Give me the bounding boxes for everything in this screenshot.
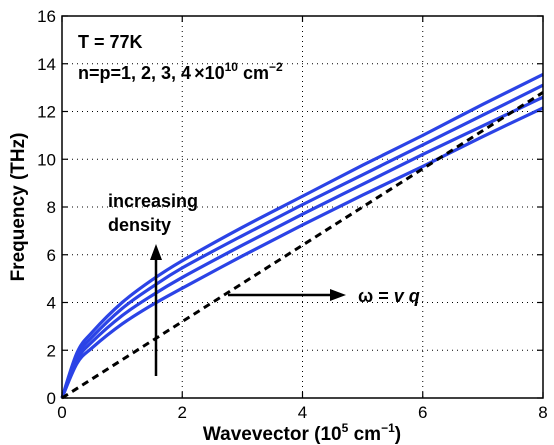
reference-line-vq bbox=[61, 91, 544, 400]
y-tick-label: 6 bbox=[47, 246, 56, 265]
y-tick-label: 2 bbox=[47, 341, 56, 360]
increasing-label: increasing bbox=[108, 191, 198, 211]
omega-label: ω = v q bbox=[358, 286, 420, 306]
y-tick-label: 16 bbox=[37, 7, 56, 26]
series-line-4 bbox=[60, 73, 544, 399]
y-tick-label: 4 bbox=[47, 294, 56, 313]
series-line-2 bbox=[60, 106, 544, 399]
series-line-3 bbox=[60, 83, 544, 399]
x-tick-label: 4 bbox=[298, 403, 307, 422]
series-group bbox=[60, 73, 544, 399]
omega-arrowhead bbox=[330, 289, 346, 301]
y-axis-title: Frequency (THz) bbox=[8, 133, 29, 282]
density-label: density bbox=[108, 215, 171, 235]
x-tick-label: 0 bbox=[57, 403, 66, 422]
series-line-1 bbox=[60, 95, 544, 399]
y-tick-label: 8 bbox=[47, 198, 56, 217]
y-tick-label: 14 bbox=[37, 55, 56, 74]
y-tick-label: 12 bbox=[37, 103, 56, 122]
axis-ticks bbox=[61, 15, 544, 399]
x-tick-label: 2 bbox=[178, 403, 187, 422]
increasing-arrowhead bbox=[150, 244, 162, 260]
x-tick-label: 8 bbox=[538, 403, 547, 422]
x-tick-label: 6 bbox=[418, 403, 427, 422]
density-values-label: n=p=1, 2, 3, 4 ×1010 cm−2 bbox=[78, 60, 283, 83]
x-axis-title: Wavevector (105 cm−1) bbox=[203, 421, 401, 445]
y-tick-label: 10 bbox=[37, 150, 56, 169]
y-tick-label: 0 bbox=[47, 389, 56, 408]
tick-labels: 0 2 4 6 8 0 2 4 6 8 10 12 14 16 bbox=[37, 7, 548, 422]
temperature-label: T = 77K bbox=[78, 32, 143, 52]
